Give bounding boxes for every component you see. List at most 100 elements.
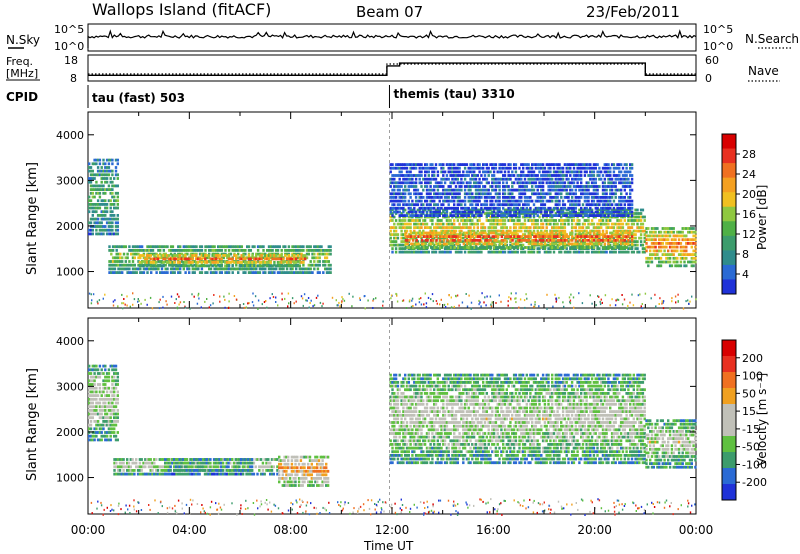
heatmap-cell bbox=[623, 163, 627, 166]
scatter-cell bbox=[671, 297, 673, 300]
heatmap-cell bbox=[583, 192, 587, 196]
heatmap-cell bbox=[654, 230, 657, 234]
heatmap-cell bbox=[601, 219, 605, 222]
heatmap-cell bbox=[650, 234, 654, 238]
heatmap-cell bbox=[253, 261, 256, 264]
heatmap-cell bbox=[418, 210, 421, 214]
heatmap-cell bbox=[496, 222, 499, 226]
heatmap-cell bbox=[407, 163, 411, 166]
heatmap-cell bbox=[494, 212, 498, 215]
heatmap-cell bbox=[498, 246, 502, 249]
heatmap-cell bbox=[665, 230, 668, 234]
heatmap-cell bbox=[489, 192, 492, 196]
heatmap-cell bbox=[425, 185, 429, 188]
heatmap-cell bbox=[193, 260, 196, 263]
heatmap-cell bbox=[500, 170, 503, 174]
heatmap-cell bbox=[594, 163, 598, 166]
heatmap-cell bbox=[598, 185, 601, 188]
heatmap-cell bbox=[425, 203, 429, 207]
heatmap-cell bbox=[231, 271, 234, 274]
heatmap-cell bbox=[556, 238, 560, 242]
heatmap-cell bbox=[471, 208, 474, 212]
heatmap-cell bbox=[128, 260, 131, 263]
heatmap-cell bbox=[471, 170, 474, 174]
heatmap-cell bbox=[558, 226, 561, 229]
heatmap-cell bbox=[391, 226, 394, 229]
heatmap-cell bbox=[484, 235, 487, 238]
heatmap-cell bbox=[439, 246, 442, 249]
heatmap-cell bbox=[509, 177, 512, 181]
heatmap-cell bbox=[436, 185, 440, 188]
heatmap-cell bbox=[298, 249, 302, 252]
heatmap-cell bbox=[124, 267, 128, 271]
heatmap-cell bbox=[400, 192, 403, 196]
heatmap-cell bbox=[128, 263, 131, 267]
heatmap-cell bbox=[116, 221, 120, 225]
heatmap-cell bbox=[211, 261, 214, 264]
heatmap-cell bbox=[398, 177, 401, 181]
heatmap-cell bbox=[264, 267, 267, 271]
heatmap-cell bbox=[224, 271, 227, 274]
heatmap-cell bbox=[609, 170, 612, 174]
heatmap-cell bbox=[516, 206, 519, 210]
heatmap-cell bbox=[285, 252, 289, 256]
heatmap-cell bbox=[614, 250, 617, 254]
heatmap-cell bbox=[521, 208, 525, 212]
heatmap-cell bbox=[227, 267, 231, 271]
heatmap-cell bbox=[425, 177, 429, 181]
heatmap-cell bbox=[585, 226, 588, 229]
heatmap-cell bbox=[280, 254, 283, 257]
heatmap-cell bbox=[513, 246, 516, 249]
heatmap-cell bbox=[454, 192, 458, 196]
heatmap-cell bbox=[482, 163, 485, 166]
heatmap-cell bbox=[619, 226, 623, 229]
heatmap-cell bbox=[467, 199, 470, 203]
heatmap-cell bbox=[396, 163, 400, 166]
heatmap-cell bbox=[109, 221, 112, 225]
heatmap-cell bbox=[547, 185, 550, 188]
heatmap-cell bbox=[529, 233, 532, 236]
heatmap-cell bbox=[612, 199, 616, 203]
heatmap-cell bbox=[231, 245, 234, 249]
heatmap-cell bbox=[433, 196, 436, 199]
heatmap-cell bbox=[439, 231, 442, 235]
heatmap-cell bbox=[208, 256, 211, 260]
heatmap-cell bbox=[527, 242, 531, 246]
heatmap-cell bbox=[667, 260, 670, 264]
heatmap-cell bbox=[489, 229, 492, 233]
heatmap-cell bbox=[634, 233, 637, 236]
heatmap-cell bbox=[571, 235, 574, 238]
heatmap-cell bbox=[545, 212, 548, 215]
heatmap-cell bbox=[238, 257, 242, 261]
heatmap-cell bbox=[433, 210, 436, 214]
heatmap-cell bbox=[523, 181, 527, 185]
heatmap-cell bbox=[578, 212, 581, 215]
heatmap-cell bbox=[541, 174, 545, 177]
heatmap-cell bbox=[567, 199, 570, 203]
heatmap-cell bbox=[625, 174, 628, 177]
heatmap-cell bbox=[656, 242, 659, 245]
heatmap-cell bbox=[398, 222, 401, 226]
heatmap-cell bbox=[151, 245, 155, 249]
heatmap-cell bbox=[411, 163, 414, 166]
heatmap-cell bbox=[516, 212, 519, 215]
heatmap-cell bbox=[620, 214, 623, 217]
heatmap-cell bbox=[480, 212, 483, 215]
heatmap-cell bbox=[267, 254, 271, 257]
heatmap-cell bbox=[473, 206, 476, 210]
heatmap-cell bbox=[523, 226, 527, 229]
heatmap-cell bbox=[569, 174, 572, 177]
heatmap-cell bbox=[394, 229, 398, 233]
heatmap-cell bbox=[487, 231, 491, 235]
heatmap-cell bbox=[565, 170, 568, 174]
heatmap-cell bbox=[391, 192, 394, 196]
heatmap-cell bbox=[131, 260, 135, 263]
heatmap-cell bbox=[616, 246, 619, 249]
heatmap-cell bbox=[140, 249, 144, 252]
heatmap-cell bbox=[480, 229, 483, 233]
heatmap-cell bbox=[627, 219, 630, 222]
heatmap-cell bbox=[494, 166, 498, 170]
heatmap-cell bbox=[424, 214, 427, 217]
heatmap-cell bbox=[580, 181, 583, 185]
heatmap-cell bbox=[458, 163, 461, 166]
